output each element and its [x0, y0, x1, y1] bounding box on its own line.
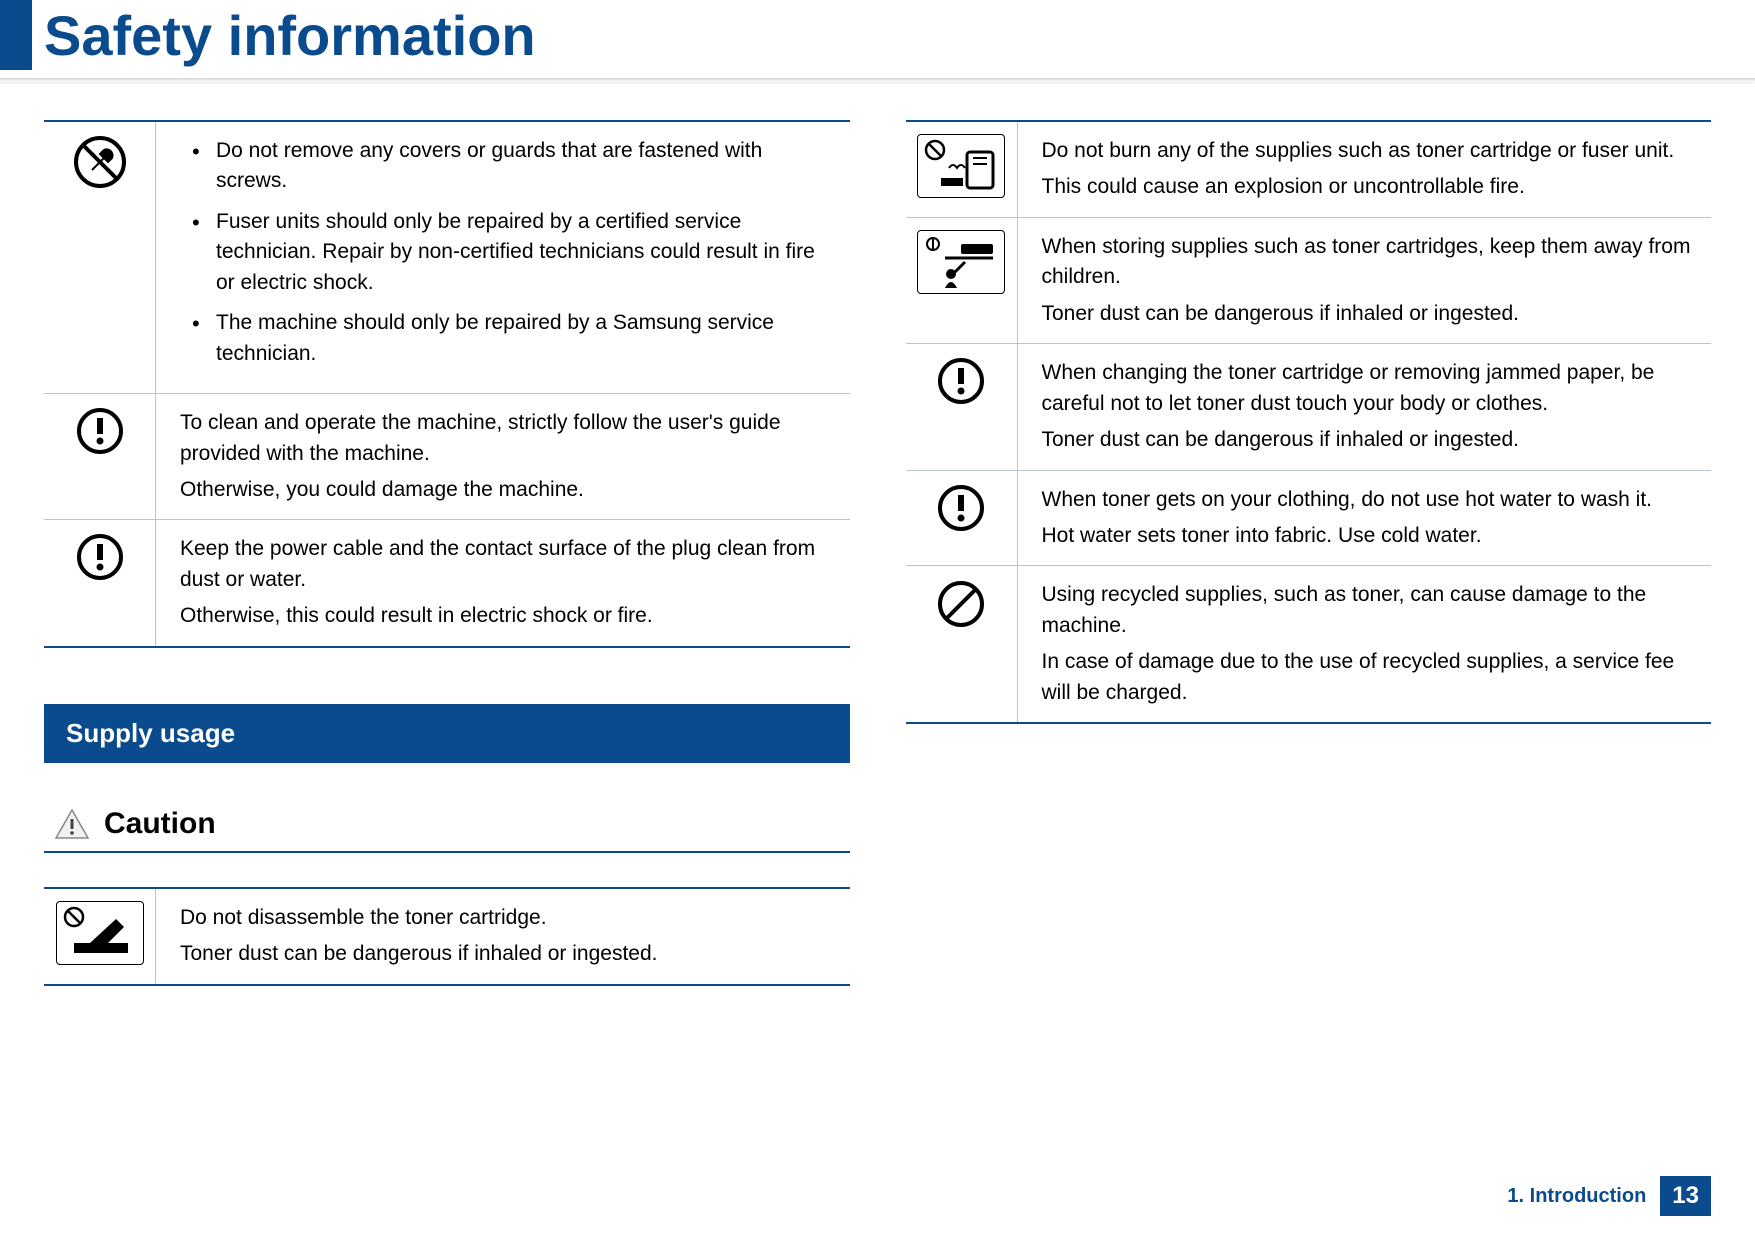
warning-circle-icon [936, 483, 986, 533]
page-footer: 1. Introduction 13 [1507, 1176, 1711, 1216]
safety-table-1: Do not remove any covers or guards that … [44, 120, 850, 648]
icon-cell [906, 218, 1018, 343]
safety-text: To clean and operate the machine, strict… [180, 408, 832, 469]
text-cell: Do not remove any covers or guards that … [156, 122, 850, 393]
bullet-item: Fuser units should only be repaired by a… [192, 207, 832, 298]
text-cell: Do not burn any of the supplies such as … [1018, 122, 1712, 217]
icon-cell [906, 471, 1018, 566]
safety-text: When changing the toner cartridge or rem… [1042, 358, 1694, 419]
no-burn-supplies-icon [917, 134, 1005, 198]
safety-text: Do not disassemble the toner cartridge. [180, 903, 832, 933]
icon-cell [44, 394, 156, 519]
icon-cell [906, 122, 1018, 217]
text-cell: To clean and operate the machine, strict… [156, 394, 850, 519]
title-underline [0, 78, 1755, 82]
icon-cell [906, 566, 1018, 722]
page-number: 13 [1660, 1176, 1711, 1216]
safety-text: This could cause an explosion or uncontr… [1042, 172, 1694, 202]
safety-text: Keep the power cable and the contact sur… [180, 534, 832, 595]
caution-label: Caution [104, 807, 216, 841]
caution-heading: Caution [44, 807, 850, 853]
icon-cell [44, 520, 156, 645]
safety-text: Toner dust can be dangerous if inhaled o… [1042, 299, 1694, 329]
warning-circle-icon [75, 532, 125, 582]
toner-cartridge-no-icon [56, 901, 144, 965]
page-title: Safety information [44, 8, 536, 70]
keep-from-children-icon [917, 230, 1005, 294]
text-cell: When storing supplies such as toner cart… [1018, 218, 1712, 343]
header-accent-bar [0, 0, 32, 70]
safety-text: Toner dust can be dangerous if inhaled o… [1042, 425, 1694, 455]
table-row: Keep the power cable and the contact sur… [44, 520, 850, 645]
table-row: Do not disassemble the toner cartridge. … [44, 889, 850, 984]
table-row: Do not remove any covers or guards that … [44, 122, 850, 394]
safety-text: Otherwise, you could damage the machine. [180, 475, 832, 505]
content-columns: Do not remove any covers or guards that … [0, 120, 1755, 986]
no-wrench-icon [72, 134, 128, 190]
icon-cell [44, 122, 156, 393]
bullet-item: Do not remove any covers or guards that … [192, 136, 832, 197]
safety-text: Hot water sets toner into fabric. Use co… [1042, 521, 1694, 551]
safety-text: When toner gets on your clothing, do not… [1042, 485, 1694, 515]
bullet-item: The machine should only be repaired by a… [192, 308, 832, 369]
text-cell: Keep the power cable and the contact sur… [156, 520, 850, 645]
table-row: Do not burn any of the supplies such as … [906, 122, 1712, 218]
text-cell: When toner gets on your clothing, do not… [1018, 471, 1712, 566]
safety-text: Do not burn any of the supplies such as … [1042, 136, 1694, 166]
left-column: Do not remove any covers or guards that … [44, 120, 850, 986]
page-header: Safety information [0, 0, 1755, 70]
prohibition-icon [935, 578, 987, 630]
table-row: When changing the toner cartridge or rem… [906, 344, 1712, 470]
section-heading: Supply usage [44, 704, 850, 763]
safety-text: Otherwise, this could result in electric… [180, 601, 832, 631]
safety-table-2: Do not disassemble the toner cartridge. … [44, 887, 850, 986]
table-row: When toner gets on your clothing, do not… [906, 471, 1712, 567]
text-cell: When changing the toner cartridge or rem… [1018, 344, 1712, 469]
warning-circle-icon [936, 356, 986, 406]
icon-cell [44, 889, 156, 984]
icon-cell [906, 344, 1018, 469]
table-row: To clean and operate the machine, strict… [44, 394, 850, 520]
safety-text: Toner dust can be dangerous if inhaled o… [180, 939, 832, 969]
warning-circle-icon [75, 406, 125, 456]
safety-text: Using recycled supplies, such as toner, … [1042, 580, 1694, 641]
table-row: Using recycled supplies, such as toner, … [906, 566, 1712, 722]
right-column: Do not burn any of the supplies such as … [906, 120, 1712, 986]
text-cell: Do not disassemble the toner cartridge. … [156, 889, 850, 984]
safety-text: In case of damage due to the use of recy… [1042, 647, 1694, 708]
table-row: When storing supplies such as toner cart… [906, 218, 1712, 344]
caution-triangle-icon [54, 808, 90, 840]
chapter-label: 1. Introduction [1507, 1185, 1646, 1208]
safety-text: When storing supplies such as toner cart… [1042, 232, 1694, 293]
safety-table-3: Do not burn any of the supplies such as … [906, 120, 1712, 724]
text-cell: Using recycled supplies, such as toner, … [1018, 566, 1712, 722]
